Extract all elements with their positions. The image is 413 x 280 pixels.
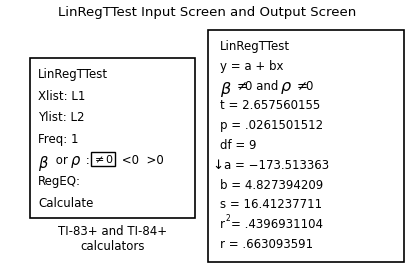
Text: $\rho$: $\rho$ bbox=[279, 80, 291, 95]
FancyBboxPatch shape bbox=[207, 30, 403, 262]
Text: a = −173.513363: a = −173.513363 bbox=[223, 159, 328, 172]
Text: ↓: ↓ bbox=[211, 159, 223, 172]
Text: p = .0261501512: p = .0261501512 bbox=[219, 119, 322, 132]
Text: r: r bbox=[219, 218, 224, 231]
Text: r = .663093591: r = .663093591 bbox=[219, 238, 312, 251]
Text: Calculate: Calculate bbox=[38, 197, 93, 210]
Text: LinRegTTest: LinRegTTest bbox=[219, 40, 290, 53]
FancyBboxPatch shape bbox=[30, 58, 195, 218]
Text: LinRegTTest: LinRegTTest bbox=[38, 68, 108, 81]
Text: b = 4.827394209: b = 4.827394209 bbox=[219, 179, 323, 192]
Text: Xlist: L1: Xlist: L1 bbox=[38, 90, 85, 102]
Text: $\neq$: $\neq$ bbox=[293, 80, 308, 93]
Text: df = 9: df = 9 bbox=[219, 139, 256, 152]
Text: RegEQ:: RegEQ: bbox=[38, 176, 81, 188]
Text: $\neq$0: $\neq$0 bbox=[92, 153, 114, 165]
Text: or: or bbox=[52, 154, 71, 167]
Text: y = a + bx: y = a + bx bbox=[219, 60, 283, 73]
Text: $\beta$: $\beta$ bbox=[38, 154, 49, 173]
Text: 0: 0 bbox=[304, 80, 312, 93]
Text: <0  >0: <0 >0 bbox=[118, 154, 164, 167]
Text: :: : bbox=[82, 154, 90, 167]
Text: 2: 2 bbox=[225, 214, 230, 223]
Text: = .4396931104: = .4396931104 bbox=[230, 218, 322, 231]
Text: LinRegTTest Input Screen and Output Screen: LinRegTTest Input Screen and Output Scre… bbox=[58, 6, 355, 19]
FancyBboxPatch shape bbox=[91, 152, 115, 166]
Text: $\beta$: $\beta$ bbox=[219, 80, 231, 99]
Text: 0 and: 0 and bbox=[244, 80, 281, 93]
Text: t = 2.657560155: t = 2.657560155 bbox=[219, 99, 320, 112]
Text: s = 16.41237711: s = 16.41237711 bbox=[219, 199, 321, 211]
Text: $\rho$: $\rho$ bbox=[70, 154, 81, 170]
Text: Ylist: L2: Ylist: L2 bbox=[38, 111, 84, 124]
Text: Freq: 1: Freq: 1 bbox=[38, 132, 78, 146]
Text: TI-83+ and TI-84+: TI-83+ and TI-84+ bbox=[58, 225, 167, 238]
Text: calculators: calculators bbox=[80, 240, 145, 253]
Text: $\neq$: $\neq$ bbox=[233, 80, 248, 93]
